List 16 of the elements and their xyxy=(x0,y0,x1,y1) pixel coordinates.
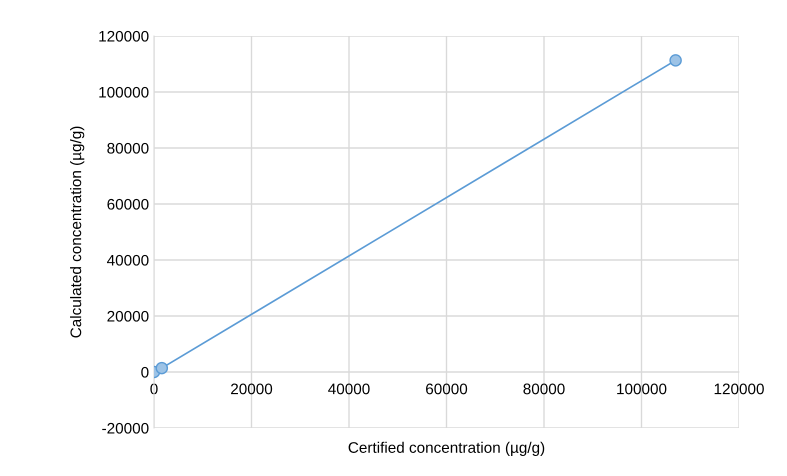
y-tick-label: -20000 xyxy=(102,422,149,434)
x-axis-title: Certified concentration (µg/g) xyxy=(348,442,544,456)
x-tick-label: 80000 xyxy=(523,384,565,394)
y-tick-label: 80000 xyxy=(107,142,149,154)
x-tick-label: 100000 xyxy=(617,384,666,394)
x-tick-label: 60000 xyxy=(426,384,468,394)
y-tick-label: 100000 xyxy=(99,86,149,98)
y-tick-label: 40000 xyxy=(107,254,149,266)
y-axis-title: Calculated concentration (µg/g) xyxy=(70,126,84,338)
x-tick-label: 20000 xyxy=(231,384,272,394)
y-tick-label: 120000 xyxy=(99,30,149,42)
y-tick-label: 0 xyxy=(141,366,149,378)
x-tick-label: 40000 xyxy=(328,384,370,394)
y-tick-label: 20000 xyxy=(107,310,149,322)
x-tick-label: 120000 xyxy=(714,384,764,394)
y-tick-label: 60000 xyxy=(107,198,149,210)
